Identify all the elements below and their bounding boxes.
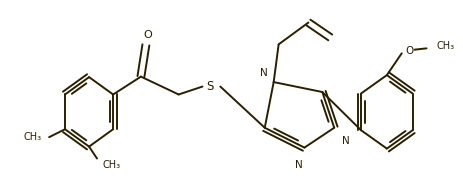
Text: N: N [294, 160, 302, 169]
Text: S: S [206, 80, 214, 93]
Text: O: O [406, 46, 414, 56]
Text: N: N [342, 136, 350, 146]
Text: O: O [144, 30, 152, 40]
Text: CH₃: CH₃ [23, 132, 41, 142]
Text: CH₃: CH₃ [437, 41, 455, 51]
Text: N: N [260, 68, 268, 78]
Text: CH₃: CH₃ [103, 160, 121, 171]
